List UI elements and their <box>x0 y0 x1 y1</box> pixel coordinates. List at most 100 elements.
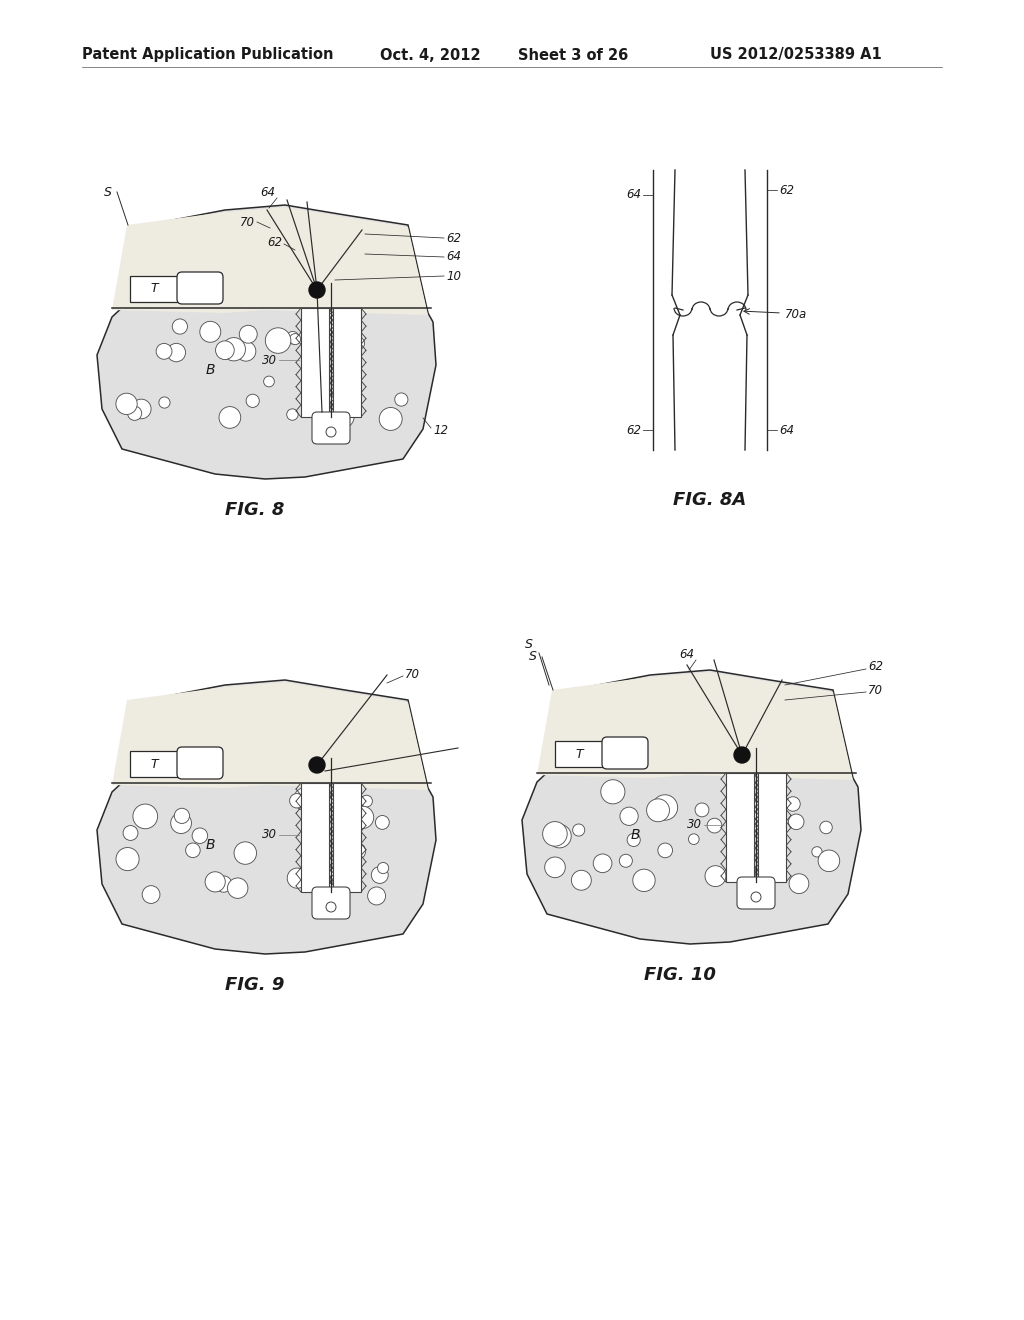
Circle shape <box>321 874 331 884</box>
Text: B: B <box>205 838 215 851</box>
Circle shape <box>294 788 316 810</box>
Circle shape <box>376 816 389 829</box>
Circle shape <box>240 325 257 343</box>
Circle shape <box>326 426 336 437</box>
Text: 70: 70 <box>868 684 883 697</box>
Circle shape <box>310 312 336 337</box>
Circle shape <box>329 791 351 813</box>
Text: FIG. 10: FIG. 10 <box>644 966 716 983</box>
Circle shape <box>265 327 291 354</box>
Circle shape <box>301 345 319 363</box>
Circle shape <box>695 803 709 817</box>
Text: 12: 12 <box>433 424 449 437</box>
Bar <box>333 783 361 892</box>
Text: 62: 62 <box>779 183 794 197</box>
Polygon shape <box>97 680 436 954</box>
Circle shape <box>287 331 299 345</box>
Circle shape <box>571 870 591 890</box>
Circle shape <box>627 833 640 846</box>
Circle shape <box>142 886 160 903</box>
Text: 62: 62 <box>267 235 282 248</box>
Circle shape <box>234 842 257 865</box>
Text: T: T <box>575 747 583 760</box>
Bar <box>758 774 786 882</box>
Circle shape <box>263 376 274 387</box>
Circle shape <box>200 321 221 342</box>
Circle shape <box>171 813 191 833</box>
Circle shape <box>351 337 365 350</box>
Circle shape <box>705 866 726 887</box>
Circle shape <box>290 793 304 808</box>
Circle shape <box>167 343 185 362</box>
Circle shape <box>309 756 325 774</box>
Circle shape <box>133 804 158 829</box>
Text: 10: 10 <box>446 269 461 282</box>
Circle shape <box>657 843 673 858</box>
Circle shape <box>820 821 833 834</box>
Text: 64: 64 <box>260 186 275 199</box>
Circle shape <box>740 865 756 880</box>
Circle shape <box>790 874 809 894</box>
Circle shape <box>620 807 638 825</box>
Text: 70: 70 <box>240 215 255 228</box>
Circle shape <box>131 399 152 418</box>
Text: FIG. 8: FIG. 8 <box>225 502 285 519</box>
Circle shape <box>633 869 655 891</box>
Text: 64: 64 <box>679 648 694 661</box>
Text: S: S <box>529 651 537 664</box>
Text: Patent Application Publication: Patent Application Publication <box>82 48 334 62</box>
Circle shape <box>290 334 301 345</box>
Circle shape <box>237 342 256 362</box>
Circle shape <box>156 343 172 359</box>
Circle shape <box>326 902 336 912</box>
Circle shape <box>742 801 767 826</box>
Text: 62: 62 <box>626 424 641 437</box>
Text: 64: 64 <box>626 189 641 202</box>
Bar <box>301 783 329 892</box>
Circle shape <box>708 818 722 833</box>
Text: 64: 64 <box>446 251 461 264</box>
Text: 30: 30 <box>687 818 702 832</box>
Circle shape <box>246 395 259 408</box>
Circle shape <box>785 797 800 812</box>
Text: 30: 30 <box>262 354 278 367</box>
Polygon shape <box>112 682 428 789</box>
Bar <box>333 308 361 417</box>
Circle shape <box>330 404 354 429</box>
Circle shape <box>123 825 138 841</box>
Circle shape <box>227 878 248 899</box>
Circle shape <box>309 282 325 298</box>
Circle shape <box>287 869 307 888</box>
Text: S: S <box>104 186 112 198</box>
Polygon shape <box>522 671 861 944</box>
Circle shape <box>646 799 670 822</box>
Circle shape <box>219 407 241 428</box>
Circle shape <box>751 892 761 902</box>
FancyBboxPatch shape <box>602 737 648 770</box>
Circle shape <box>215 876 231 892</box>
FancyBboxPatch shape <box>177 747 223 779</box>
Circle shape <box>379 408 402 430</box>
Text: 30: 30 <box>262 829 278 842</box>
Text: 62: 62 <box>868 660 883 673</box>
Polygon shape <box>537 672 853 780</box>
FancyBboxPatch shape <box>737 876 775 909</box>
Polygon shape <box>97 205 436 479</box>
Circle shape <box>652 795 678 820</box>
Circle shape <box>378 862 389 874</box>
Circle shape <box>688 834 699 845</box>
Circle shape <box>351 807 374 829</box>
Bar <box>301 308 329 417</box>
FancyBboxPatch shape <box>177 272 223 304</box>
Bar <box>130 276 178 302</box>
Text: 64: 64 <box>779 424 794 437</box>
Text: Sheet 3 of 26: Sheet 3 of 26 <box>518 48 629 62</box>
Text: FIG. 8A: FIG. 8A <box>674 491 746 510</box>
Text: 70: 70 <box>406 668 420 681</box>
Circle shape <box>185 843 200 858</box>
Text: US 2012/0253389 A1: US 2012/0253389 A1 <box>710 48 882 62</box>
Circle shape <box>116 393 137 414</box>
Text: 70a: 70a <box>785 309 807 322</box>
Circle shape <box>818 850 840 871</box>
Circle shape <box>620 854 633 867</box>
